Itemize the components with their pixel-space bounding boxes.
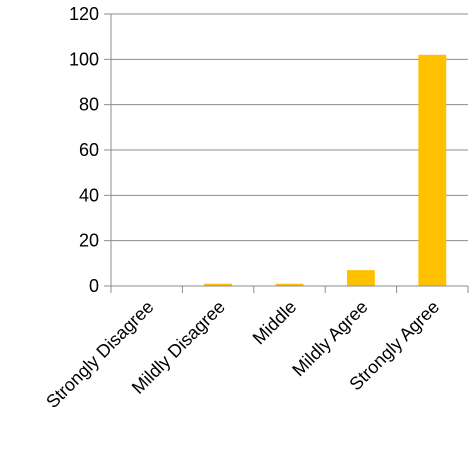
y-tick-label-100: 100 — [69, 49, 99, 69]
bar-middle — [275, 283, 304, 286]
bar-strongly-agree — [418, 54, 447, 286]
x-tick-label-middle: Middle — [249, 297, 301, 349]
y-tick-label-80: 80 — [79, 95, 99, 115]
bar-mildly-agree — [346, 270, 375, 286]
y-tick-label-20: 20 — [79, 231, 99, 251]
y-tick-label-120: 120 — [69, 4, 99, 24]
y-tick-label-40: 40 — [79, 185, 99, 205]
y-axis-ticks: 0 20 40 60 80 100 120 — [69, 4, 112, 296]
x-axis-tick-marks — [110, 286, 469, 293]
bar-mildly-disagree — [204, 283, 233, 286]
bars — [204, 54, 447, 286]
y-tick-label-0: 0 — [89, 276, 99, 296]
gridlines — [111, 13, 468, 242]
y-tick-label-60: 60 — [79, 140, 99, 160]
